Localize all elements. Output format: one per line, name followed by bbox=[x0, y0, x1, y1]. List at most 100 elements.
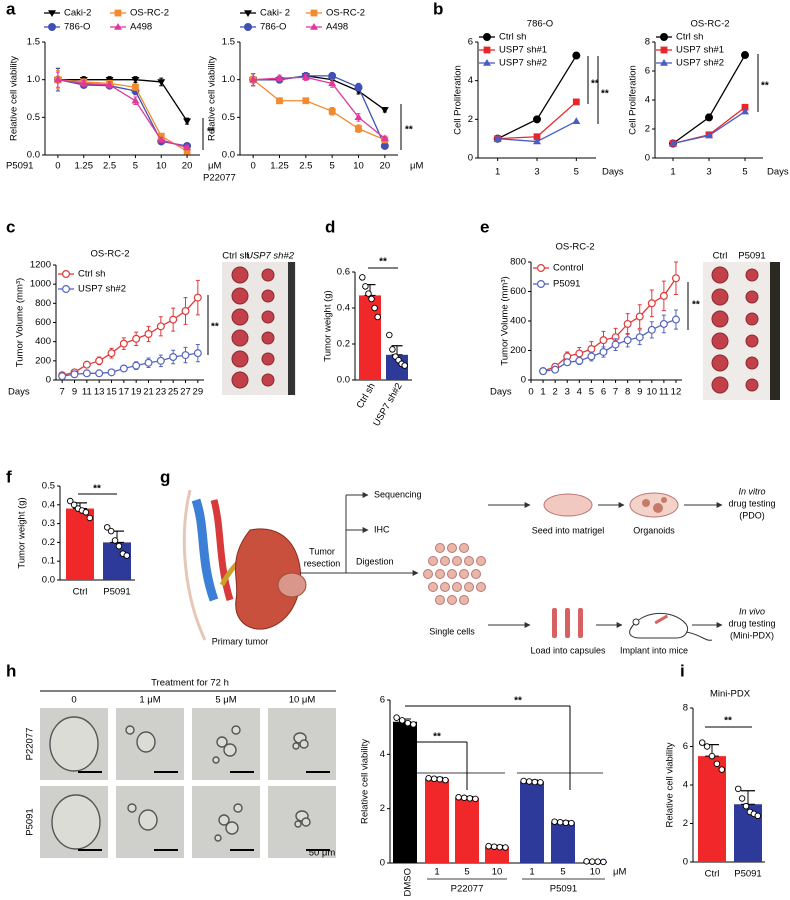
y-tick-label: 1000 bbox=[30, 279, 51, 290]
y-axis-label: Cell Proliferation bbox=[628, 65, 639, 135]
marker bbox=[587, 345, 596, 354]
organoid bbox=[301, 817, 311, 827]
legend-marker bbox=[114, 9, 122, 17]
x-tick-label: 10 bbox=[590, 867, 601, 878]
marker bbox=[157, 135, 166, 143]
marker bbox=[671, 315, 680, 324]
data-point bbox=[490, 843, 498, 850]
single-cells-illustration bbox=[423, 543, 486, 605]
x-tick-label: 2.5 bbox=[103, 161, 116, 172]
diagram-label: (PDO) bbox=[739, 510, 765, 520]
y-tick-label: 0.0 bbox=[42, 575, 55, 586]
matrigel-dish bbox=[543, 493, 593, 517]
tumor-photo bbox=[222, 262, 296, 395]
panel-label: h bbox=[6, 661, 16, 680]
x-tick-label: Ctrl bbox=[73, 587, 88, 598]
organoid bbox=[51, 794, 101, 850]
cell bbox=[452, 556, 462, 566]
y-tick-label: 1.5 bbox=[27, 37, 40, 48]
y-tick-label: 4 bbox=[683, 780, 688, 791]
series-line bbox=[57, 79, 188, 149]
x-tick-label: 10 bbox=[156, 161, 167, 172]
data-point bbox=[425, 774, 432, 782]
y-tick-label: 2 bbox=[645, 124, 650, 135]
marker bbox=[532, 115, 541, 124]
legend-marker bbox=[244, 23, 253, 32]
x-tick-label: 1 bbox=[540, 387, 545, 398]
data-point bbox=[703, 743, 711, 750]
x-tick-label: 5 bbox=[574, 167, 579, 178]
diagram-label: Primary tumor bbox=[212, 636, 269, 646]
tumor bbox=[745, 378, 759, 392]
marker bbox=[183, 147, 191, 155]
x-tick-label: 20 bbox=[380, 161, 391, 172]
x-tick-label: 0 bbox=[55, 161, 60, 172]
organoid bbox=[233, 803, 243, 813]
cell bbox=[476, 582, 486, 592]
organoid bbox=[212, 756, 220, 764]
marker bbox=[131, 76, 140, 84]
marker bbox=[169, 315, 178, 324]
marker bbox=[493, 134, 502, 142]
tumor bbox=[261, 331, 275, 345]
scale-bar-label: 50 μm bbox=[309, 848, 336, 859]
organoid bbox=[642, 499, 650, 507]
marker bbox=[635, 333, 644, 342]
x-tick-label: 1 bbox=[529, 867, 534, 878]
panel-label: e bbox=[480, 217, 489, 236]
column-label: 5 μM bbox=[215, 695, 236, 706]
legend-marker bbox=[659, 32, 668, 41]
marker bbox=[575, 349, 584, 358]
marker bbox=[599, 347, 608, 356]
y-tick-label: 4 bbox=[645, 95, 650, 106]
series-line bbox=[57, 79, 188, 147]
x-axis-label: μM bbox=[410, 161, 423, 172]
chart-title: OS-RC-2 bbox=[90, 249, 129, 260]
data-point bbox=[485, 842, 492, 850]
marker bbox=[193, 293, 202, 302]
series-line bbox=[57, 79, 188, 152]
data-point bbox=[713, 760, 721, 768]
marker bbox=[741, 107, 749, 115]
cell bbox=[464, 582, 474, 592]
x-tick-label: 25 bbox=[168, 387, 179, 398]
tumor bbox=[231, 329, 249, 347]
bar bbox=[455, 797, 479, 863]
x-tick-label: 5 bbox=[560, 867, 565, 878]
y-tick-label: 0.4 bbox=[337, 303, 350, 314]
y-tick-label: 0.2 bbox=[337, 339, 350, 350]
legend-label: 786-O bbox=[260, 22, 286, 33]
data-point bbox=[738, 795, 746, 802]
data-point bbox=[520, 777, 527, 785]
y-axis-label: Tumor Volume (mm³) bbox=[15, 278, 26, 367]
legend-label: Control bbox=[553, 263, 584, 274]
panel-label: d bbox=[325, 217, 335, 236]
y-tick-label: 1.0 bbox=[222, 74, 235, 85]
marker bbox=[623, 336, 632, 345]
x-axis-label: Days bbox=[602, 167, 624, 178]
x-axis-label: Days bbox=[8, 387, 30, 398]
marker bbox=[181, 351, 190, 360]
kidney-illustration bbox=[182, 489, 307, 641]
marker bbox=[79, 79, 88, 87]
legend-label: USP7 sh#1 bbox=[499, 45, 547, 56]
marker bbox=[82, 360, 91, 369]
legend-label: P5091 bbox=[553, 279, 580, 290]
data-point bbox=[359, 274, 366, 281]
legend-marker bbox=[61, 285, 70, 294]
legend-marker bbox=[536, 264, 545, 273]
marker bbox=[380, 141, 389, 150]
x-tick-label: P5091 bbox=[734, 869, 761, 880]
marker bbox=[328, 71, 337, 80]
x-tick-label: 7 bbox=[613, 387, 618, 398]
organoid bbox=[223, 743, 237, 757]
data-point bbox=[537, 779, 544, 786]
bar bbox=[393, 721, 417, 863]
y-tick-label: 0.2 bbox=[42, 537, 55, 548]
group-label: P5091 bbox=[550, 884, 577, 895]
legend-label: Ctrl sh bbox=[78, 269, 105, 280]
panel-label: b bbox=[433, 0, 443, 18]
marker bbox=[635, 312, 644, 321]
x-tick-label: 11 bbox=[82, 387, 92, 398]
tumor bbox=[745, 356, 759, 370]
